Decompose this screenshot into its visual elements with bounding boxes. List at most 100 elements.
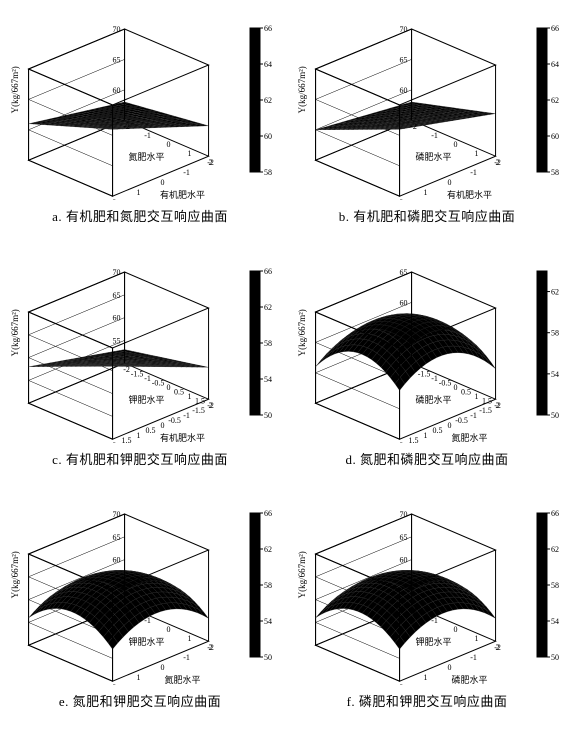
svg-text:0: 0 (167, 140, 171, 149)
svg-text:钾肥水平: 钾肥水平 (129, 394, 165, 405)
svg-text:0: 0 (161, 421, 165, 430)
svg-text:磷肥水平: 磷肥水平 (416, 151, 452, 162)
svg-text:-1: -1 (183, 654, 190, 663)
svg-text:-1.5: -1.5 (479, 406, 492, 415)
svg-text:磷肥水平: 磷肥水平 (452, 675, 488, 686)
svg-text:1: 1 (424, 188, 428, 197)
caption-c: c. 有机肥和钾肥交互响应曲面 (52, 449, 228, 468)
svg-text:65: 65 (113, 55, 121, 64)
caption-f: f. 磷肥和钾肥交互响应曲面 (347, 691, 508, 710)
svg-text:2: 2 (400, 441, 404, 443)
svg-text:1.5: 1.5 (122, 436, 132, 443)
svg-text:氮肥水平: 氮肥水平 (452, 432, 488, 443)
svg-text:-1: -1 (144, 617, 151, 626)
svg-text:-1: -1 (431, 617, 438, 626)
svg-text:2: 2 (209, 644, 213, 653)
svg-text:54: 54 (551, 617, 559, 626)
svg-text:60: 60 (400, 556, 408, 565)
plot-f: 5055606570-2-2-1-1001122钾肥水平磷肥水平Y(kg/667… (293, 495, 561, 685)
svg-text:Y(kg/667m²): Y(kg/667m²) (297, 66, 307, 113)
svg-text:50: 50 (264, 653, 272, 662)
svg-text:66: 66 (551, 24, 559, 33)
svg-text:62: 62 (264, 303, 272, 312)
svg-text:66: 66 (264, 267, 272, 276)
svg-text:54: 54 (264, 375, 272, 384)
svg-text:0: 0 (454, 140, 458, 149)
plot-d: 50556065-2-2-1.5-1.5-1-1-0.5-0.5000.50.5… (293, 253, 561, 443)
svg-text:有机肥水平: 有机肥水平 (160, 189, 205, 200)
svg-text:1: 1 (188, 149, 192, 158)
svg-text:-2: -2 (123, 122, 130, 131)
svg-text:-2: -2 (410, 608, 417, 617)
svg-text:2: 2 (400, 684, 404, 686)
svg-text:2: 2 (209, 158, 213, 167)
svg-text:-1: -1 (470, 654, 477, 663)
svg-text:-2: -2 (123, 608, 130, 617)
svg-text:Y(kg/667m²): Y(kg/667m²) (297, 552, 307, 599)
svg-text:0: 0 (448, 421, 452, 430)
svg-text:1: 1 (188, 635, 192, 644)
svg-text:62: 62 (551, 545, 559, 554)
svg-text:65: 65 (113, 533, 121, 542)
svg-text:66: 66 (264, 24, 272, 33)
svg-text:-2: -2 (410, 122, 417, 131)
svg-text:0: 0 (448, 178, 452, 187)
caption-d: d. 氮肥和磷肥交互响应曲面 (345, 449, 508, 468)
svg-text:62: 62 (551, 287, 559, 296)
svg-text:-1.5: -1.5 (131, 369, 144, 378)
svg-text:-1: -1 (183, 168, 190, 177)
svg-text:1: 1 (137, 431, 141, 440)
svg-text:58: 58 (551, 168, 559, 177)
svg-text:62: 62 (264, 96, 272, 105)
svg-text:0.5: 0.5 (433, 426, 443, 435)
svg-text:钾肥水平: 钾肥水平 (129, 637, 165, 648)
cell-b: 55606570-2-2-1-1001122磷肥水平有机肥水平Y(kg/667m… (293, 10, 561, 249)
svg-text:2: 2 (113, 441, 117, 443)
caption-e: e. 氮肥和钾肥交互响应曲面 (59, 691, 221, 710)
svg-text:0: 0 (167, 626, 171, 635)
svg-text:58: 58 (551, 581, 559, 590)
surface-plot: 50556065-2-2-1.5-1.5-1-1-0.5-0.5000.50.5… (293, 253, 561, 443)
surface-plot: 5055606570-2-2-1.5-1.5-1-1-0.5-0.5000.50… (6, 253, 274, 443)
plot-a: 55606570-2-2-1-1001122氮肥水平有机肥水平Y(kg/667m… (6, 10, 274, 200)
svg-text:1.5: 1.5 (482, 396, 492, 405)
cell-d: 50556065-2-2-1.5-1.5-1-1-0.5-0.5000.50.5… (293, 253, 561, 492)
svg-text:60: 60 (113, 556, 121, 565)
svg-text:65: 65 (400, 533, 408, 542)
svg-text:2: 2 (496, 401, 500, 410)
svg-text:54: 54 (551, 370, 559, 379)
svg-text:2: 2 (496, 158, 500, 167)
surface-plot: 5055606570-2-2-1-1001122钾肥水平氮肥水平Y(kg/667… (6, 495, 274, 685)
svg-text:62: 62 (264, 545, 272, 554)
svg-text:1: 1 (475, 635, 479, 644)
svg-text:64: 64 (551, 60, 559, 69)
svg-text:58: 58 (264, 339, 272, 348)
svg-text:0: 0 (454, 626, 458, 635)
svg-text:60: 60 (551, 132, 559, 141)
svg-text:54: 54 (264, 617, 272, 626)
svg-text:-0.5: -0.5 (168, 416, 181, 425)
row-3: 5055606570-2-2-1-1001122钾肥水平氮肥水平Y(kg/667… (6, 495, 561, 734)
svg-text:氮肥水平: 氮肥水平 (165, 675, 201, 686)
svg-text:1.5: 1.5 (195, 396, 205, 405)
svg-text:-1.5: -1.5 (192, 406, 205, 415)
svg-text:0: 0 (161, 178, 165, 187)
svg-text:0.5: 0.5 (146, 426, 156, 435)
cell-e: 5055606570-2-2-1-1001122钾肥水平氮肥水平Y(kg/667… (6, 495, 274, 734)
svg-text:2: 2 (496, 644, 500, 653)
svg-text:58: 58 (264, 581, 272, 590)
svg-text:1: 1 (137, 674, 141, 683)
svg-text:有机肥水平: 有机肥水平 (447, 189, 492, 200)
surface-plot: 55606570-2-2-1-1001122磷肥水平有机肥水平Y(kg/667m… (293, 10, 561, 200)
svg-text:-1: -1 (470, 168, 477, 177)
svg-text:有机肥水平: 有机肥水平 (160, 432, 205, 443)
svg-text:58: 58 (264, 168, 272, 177)
svg-text:-1.5: -1.5 (418, 369, 431, 378)
cell-a: 55606570-2-2-1-1001122氮肥水平有机肥水平Y(kg/667m… (6, 10, 274, 249)
svg-text:50: 50 (551, 653, 559, 662)
svg-text:-0.5: -0.5 (439, 378, 452, 387)
row-2: 5055606570-2-2-1.5-1.5-1-1-0.5-0.5000.50… (6, 253, 561, 492)
svg-text:0: 0 (167, 383, 171, 392)
svg-text:50: 50 (551, 411, 559, 420)
svg-text:-2: -2 (410, 365, 417, 374)
